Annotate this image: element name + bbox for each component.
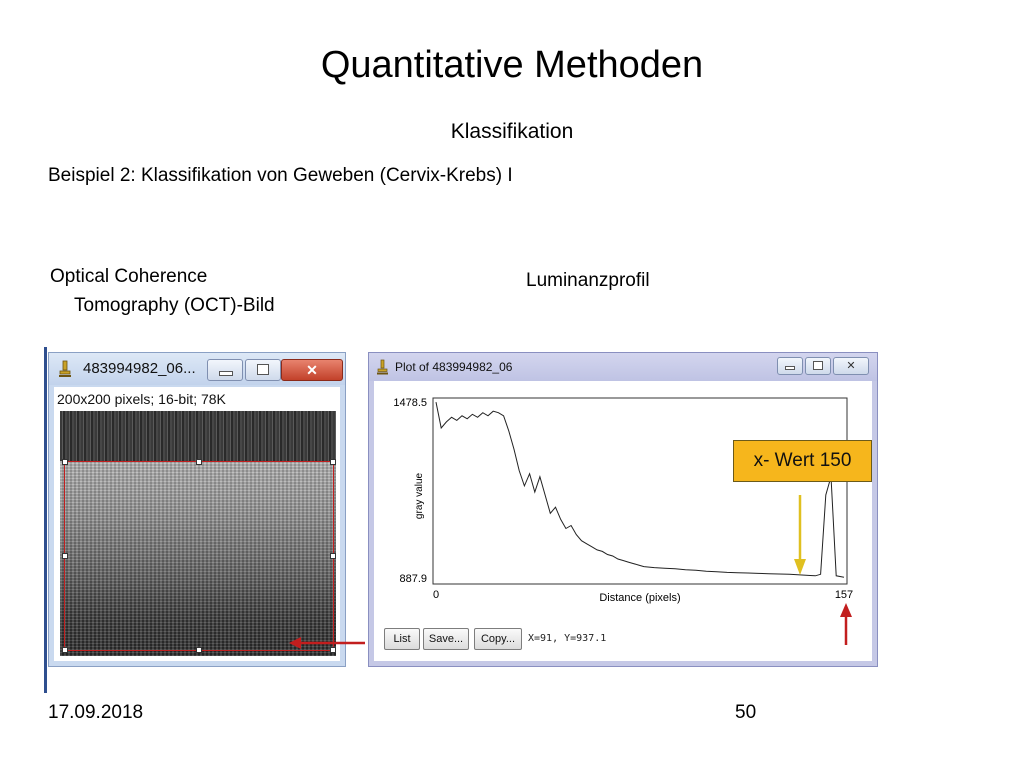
minimize-icon <box>219 371 233 376</box>
roi-handle[interactable] <box>330 647 336 653</box>
maximize-icon <box>813 361 823 370</box>
oct-image[interactable] <box>60 411 336 656</box>
roi-handle[interactable] <box>62 459 68 465</box>
y-max-label: 1478.5 <box>393 397 427 409</box>
roi-handle[interactable] <box>62 647 68 653</box>
footer-date: 17.09.2018 <box>48 702 144 723</box>
oct-label-line1: Optical Coherence <box>50 266 208 287</box>
y-min-label: 887.9 <box>399 573 427 585</box>
plot-line-group <box>435 402 845 578</box>
x-axis-title: Distance (pixels) <box>599 592 680 604</box>
close-button[interactable]: ✕ <box>833 357 869 375</box>
page-number: 50 <box>735 702 757 723</box>
slide-subtitle: Klassifikation <box>0 120 1024 144</box>
example-heading: Beispiel 2: Klassifikation von Geweben (… <box>48 165 513 186</box>
minimize-button[interactable] <box>777 357 803 375</box>
image-info: 200x200 pixels; 16-bit; 78K <box>57 391 226 407</box>
plot-window-title: Plot of 483994982_06 <box>395 360 513 374</box>
close-icon: ✕ <box>846 360 856 372</box>
plot-frame <box>432 397 848 585</box>
microscope-icon <box>59 360 71 377</box>
plot-window-titlebar[interactable]: Plot of 483994982_06 ✕ <box>369 353 877 381</box>
oct-image-tissue <box>60 461 336 656</box>
oct-image-top-layer <box>60 411 336 461</box>
profile-line <box>435 402 845 578</box>
cursor-coordinates: X=91, Y=937.1 <box>528 633 607 644</box>
roi-handle[interactable] <box>330 553 336 559</box>
save-button[interactable]: Save... <box>423 628 469 650</box>
roi-handle[interactable] <box>62 553 68 559</box>
copy-button[interactable]: Copy... <box>474 628 522 650</box>
slide-title: Quantitative Methoden <box>320 44 704 86</box>
oct-window-title: 483994982_06... <box>83 360 196 377</box>
minimize-button[interactable] <box>207 359 243 381</box>
oct-label-line2: Tomography (OCT)-Bild <box>74 295 275 316</box>
maximize-button[interactable] <box>805 357 831 375</box>
red-arrow-left <box>289 637 365 649</box>
roi-handle[interactable] <box>196 647 202 653</box>
close-icon: ✕ <box>306 362 318 378</box>
red-arrow-up <box>840 603 852 645</box>
microscope-icon <box>377 359 388 375</box>
minimize-icon <box>785 366 795 370</box>
x-min-label: 0 <box>433 589 439 601</box>
oct-window-titlebar[interactable]: 483994982_06... ✕ <box>49 353 345 385</box>
subtitle-text: Klassifikation <box>450 120 574 143</box>
luminance-profile-chart: 1478.5 887.9 0 157 Distance (pixels) gra… <box>393 397 853 604</box>
profile-label: Luminanzprofil <box>526 270 650 291</box>
roi-rectangle[interactable] <box>64 461 334 651</box>
x-value-callout: x- Wert 150 <box>733 440 872 482</box>
close-button[interactable]: ✕ <box>281 359 343 381</box>
yellow-arrow-down <box>794 495 806 575</box>
list-button[interactable]: List <box>384 628 420 650</box>
x-max-label: 157 <box>835 589 853 601</box>
oct-image-window: 483994982_06... ✕ 200x200 pixels; 16-bit… <box>48 352 346 667</box>
y-axis-title: gray value <box>414 472 425 519</box>
maximize-icon <box>257 364 269 375</box>
roi-handle[interactable] <box>330 459 336 465</box>
maximize-button[interactable] <box>245 359 281 381</box>
roi-handle[interactable] <box>196 459 202 465</box>
screenshot-left-edge <box>44 347 47 693</box>
